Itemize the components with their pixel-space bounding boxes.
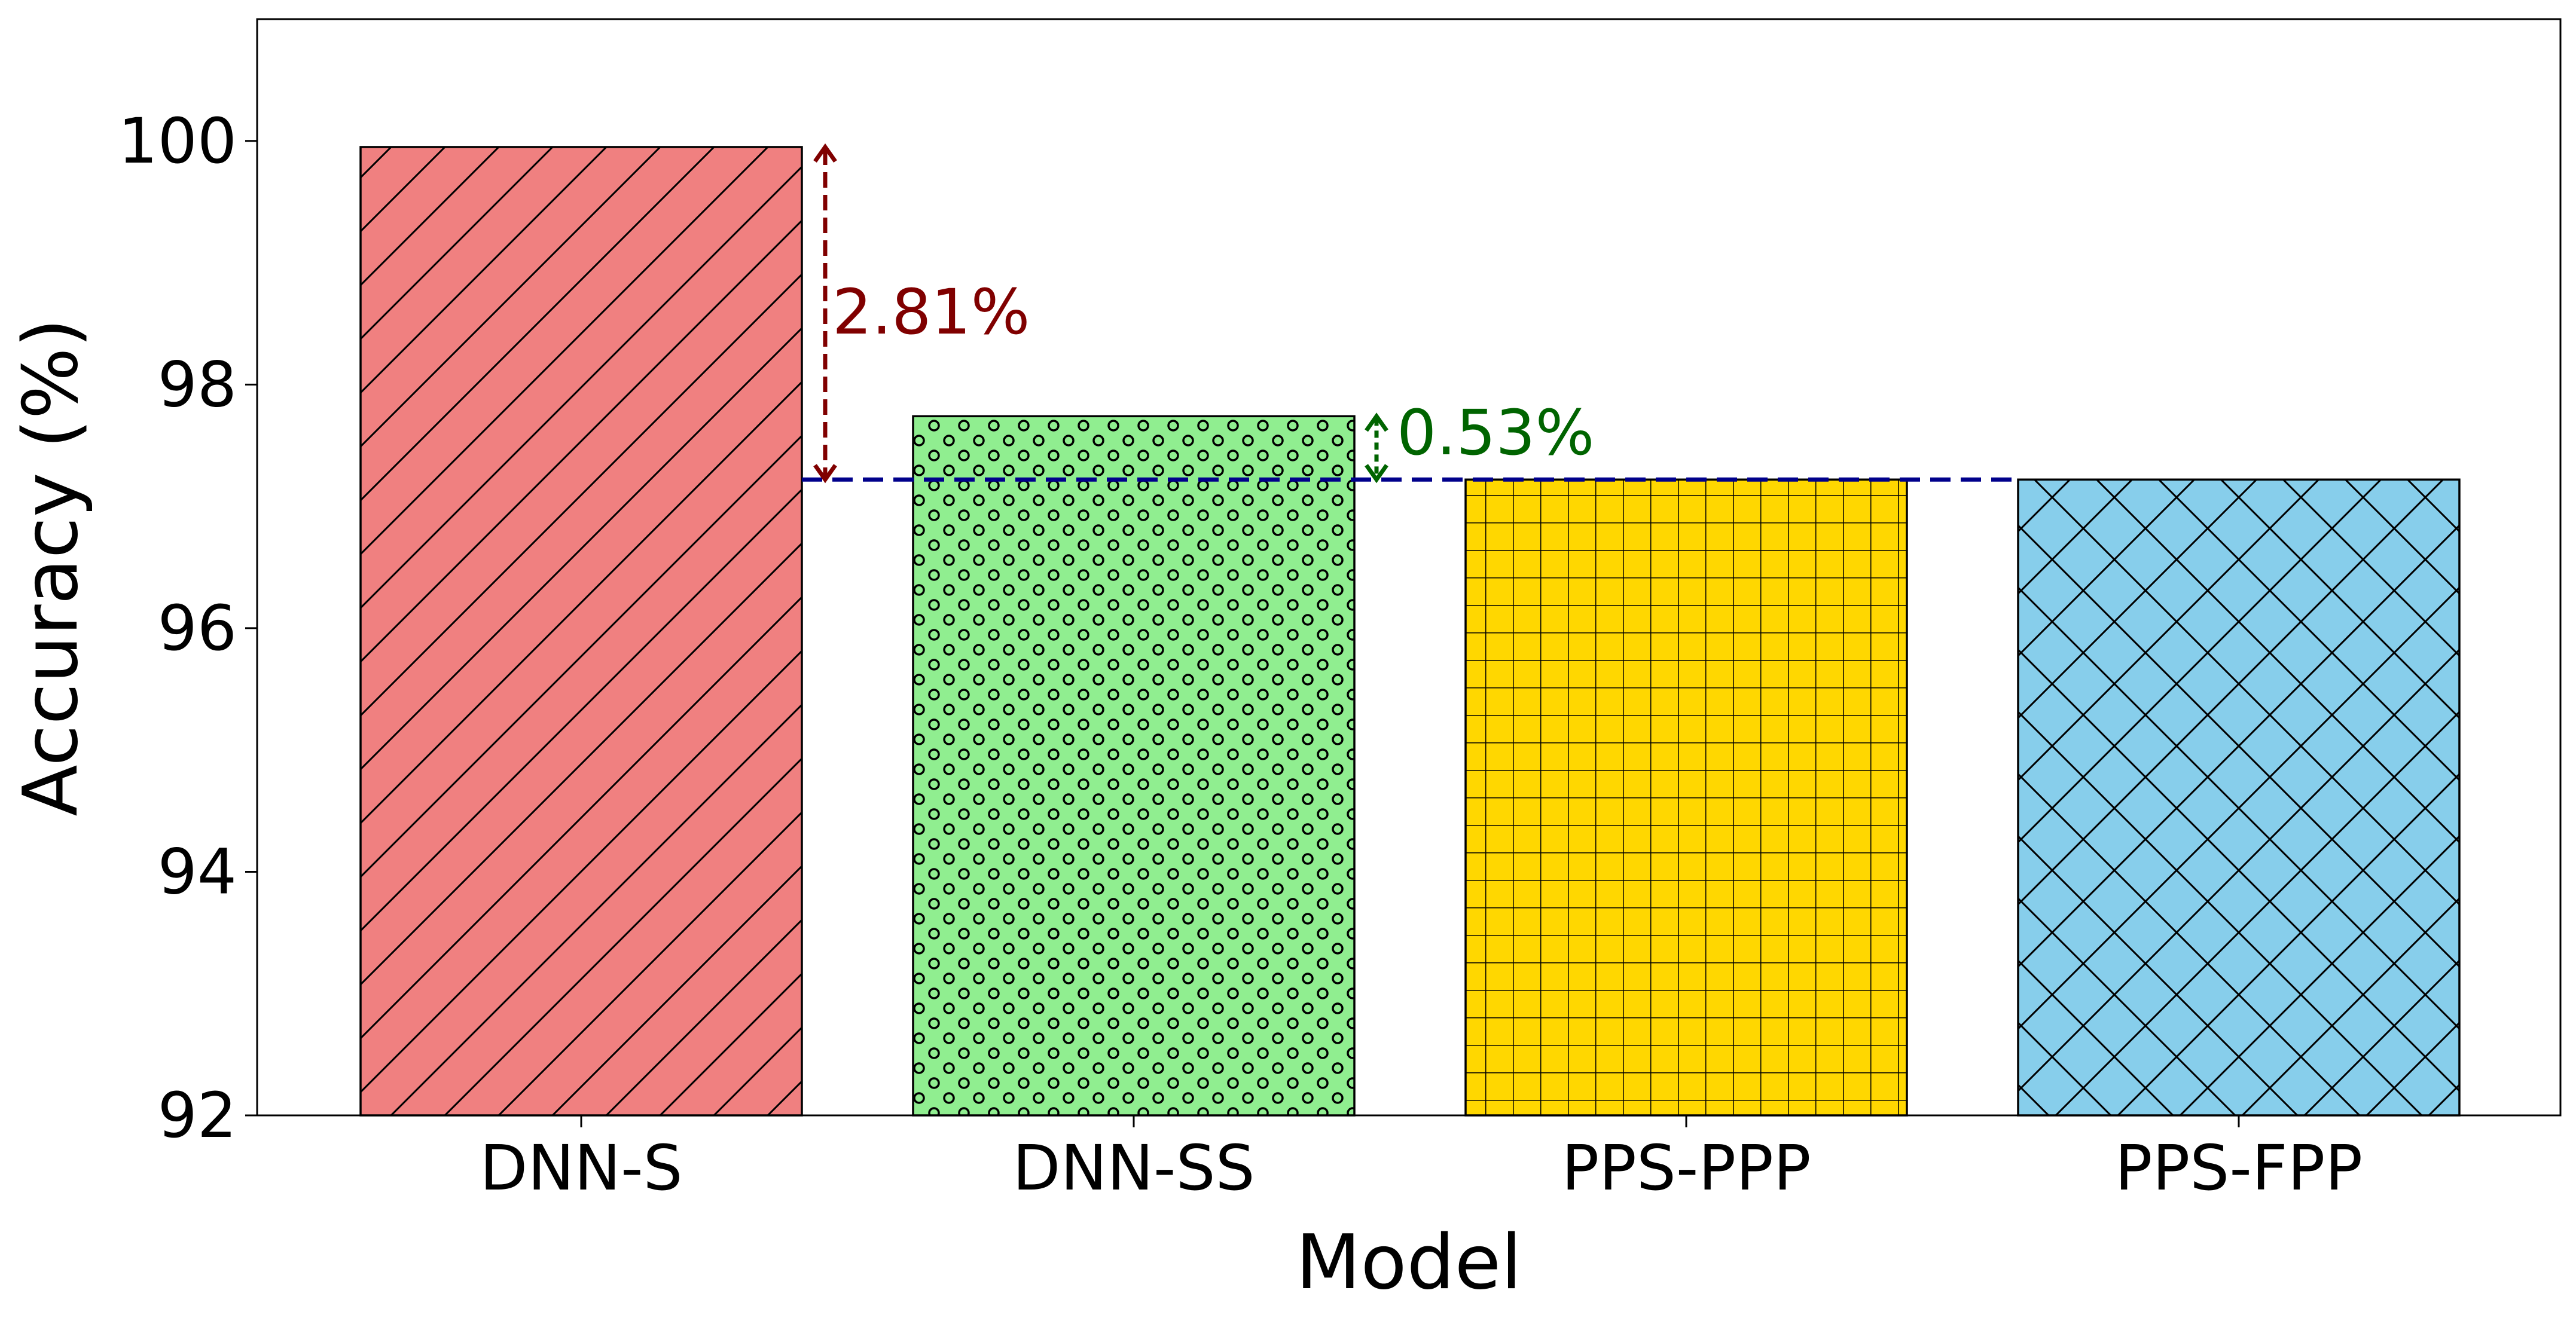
x-tick-label: DNN-S — [480, 1132, 682, 1204]
annotation-label: 2.81% — [832, 276, 1030, 348]
annotation-arrowhead-down — [813, 464, 837, 484]
y-tick-label: 92 — [158, 1079, 237, 1152]
bar-hatch — [2018, 479, 2459, 1115]
bars-layer — [359, 146, 2461, 1117]
bar-dnn-s — [359, 146, 803, 1117]
x-axis-label: Model — [1296, 1218, 1522, 1306]
bar-pps-fpp — [2017, 478, 2461, 1117]
x-tick-label: PPS-FPP — [2115, 1132, 2363, 1204]
bar-hatch — [361, 146, 802, 1115]
annotation-arrowhead-down — [1365, 464, 1388, 484]
annotations-layer: 2.81% 0.53% — [802, 143, 2018, 484]
difference-annotation-1: 2.81% — [813, 143, 1030, 484]
annotation-label: 0.53% — [1397, 396, 1594, 469]
plot-frame — [256, 18, 2562, 1117]
bar-dnn-ss — [912, 415, 1356, 1117]
axis-layer: 92 94 96 98 100 DNN-S DNN-SS PPS-PPP PPS-FPP — [118, 105, 2363, 1204]
x-tick-label: DNN-SS — [1012, 1132, 1255, 1204]
y-tick-label: 94 — [158, 835, 237, 908]
y-tick-label: 98 — [158, 348, 237, 421]
x-tick-label: PPS-PPP — [1561, 1132, 1811, 1204]
annotation-arrowhead-up — [813, 143, 837, 163]
bar-hatch — [913, 416, 1354, 1115]
y-tick-label: 100 — [118, 105, 237, 178]
y-tick-label: 96 — [158, 592, 237, 665]
bar-pps-ppp — [1464, 478, 1908, 1117]
y-axis-label: Accuracy (%) — [7, 318, 94, 816]
annotation-arrowhead-up — [1365, 412, 1388, 432]
difference-annotation-2: 0.53% — [1365, 396, 1594, 484]
bar-hatch — [1466, 479, 1907, 1115]
